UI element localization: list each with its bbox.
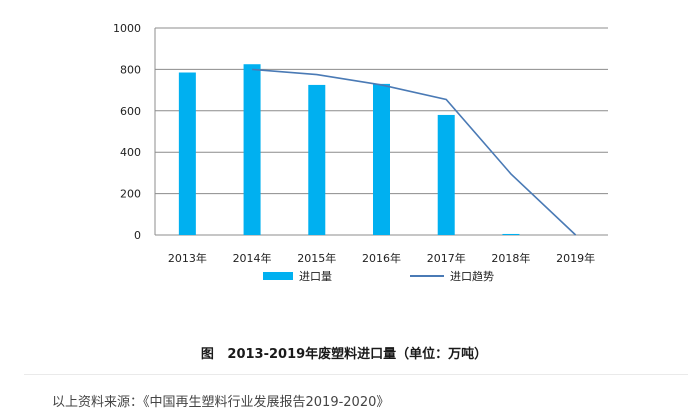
y-tick-label: 800	[120, 63, 141, 76]
trend-line	[252, 68, 577, 236]
y-tick-label: 400	[120, 146, 141, 159]
legend-label-bar: 进口量	[299, 270, 332, 283]
source-note: 以上资料来源：《中国再生塑料行业发展报告2019-2020》	[52, 395, 390, 410]
x-tick-label: 2016年	[362, 251, 401, 265]
y-tick-label: 600	[120, 105, 141, 118]
bar	[373, 83, 390, 235]
y-tick-label: 1000	[113, 22, 141, 35]
bar	[243, 64, 261, 235]
legend-item-bar: 进口量	[263, 268, 332, 284]
x-tick-label: 2013年	[168, 251, 207, 265]
figure-caption: 图 2013-2019年废塑料进口量（单位：万吨）	[200, 347, 488, 362]
legend-swatch-line	[410, 275, 444, 277]
legend-swatch-bar	[263, 272, 293, 280]
bar	[308, 84, 326, 235]
chart-area: 0 200 400 600 800 1000 2013年 2014年 2015年 2016年 201…	[113, 22, 608, 284]
x-tick-label: 2017年	[427, 251, 466, 265]
divider	[24, 374, 688, 375]
chart-svg: 0 200 400 600 800 1000 2013年 2014年 2015年 2016年 201…	[113, 22, 608, 265]
x-tick-label: 2019年	[556, 251, 595, 265]
x-tick-label: 2018年	[491, 251, 530, 265]
y-tick-label: 200	[120, 188, 141, 201]
bar	[178, 72, 196, 235]
x-tick-label: 2015年	[297, 251, 336, 265]
x-tick-label: 2014年	[233, 251, 272, 265]
legend-item-line: 进口趋势	[410, 268, 494, 284]
legend-label-line: 进口趋势	[450, 270, 494, 283]
bar	[502, 233, 520, 235]
bar	[437, 114, 455, 235]
y-tick-label: 0	[134, 229, 141, 242]
